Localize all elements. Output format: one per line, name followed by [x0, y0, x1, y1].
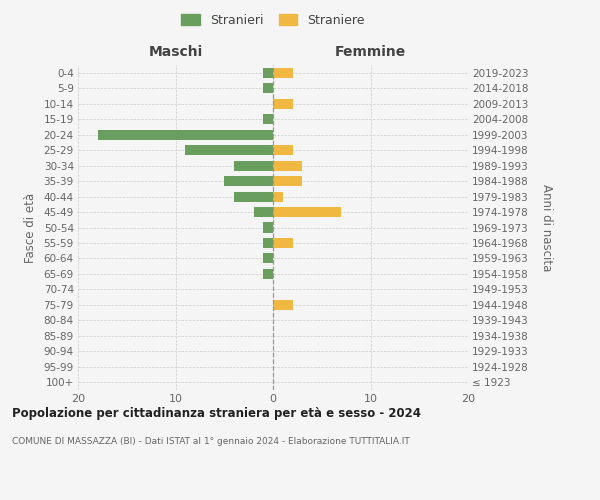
Bar	[263, 68, 273, 78]
Text: Popolazione per cittadinanza straniera per età e sesso - 2024: Popolazione per cittadinanza straniera p…	[12, 408, 421, 420]
Bar	[185, 145, 273, 155]
Bar	[263, 114, 273, 124]
Bar	[273, 192, 283, 202]
Bar	[273, 176, 302, 186]
Text: Femmine: Femmine	[335, 45, 406, 59]
Y-axis label: Fasce di età: Fasce di età	[23, 192, 37, 262]
Bar	[234, 160, 273, 170]
Bar	[273, 98, 293, 108]
Bar	[263, 254, 273, 264]
Bar	[273, 300, 293, 310]
Bar	[254, 207, 273, 217]
Bar	[263, 238, 273, 248]
Text: Maschi: Maschi	[148, 45, 203, 59]
Bar	[263, 222, 273, 232]
Bar	[97, 130, 273, 140]
Bar	[263, 269, 273, 279]
Bar	[273, 160, 302, 170]
Legend: Stranieri, Straniere: Stranieri, Straniere	[176, 8, 370, 32]
Bar	[224, 176, 273, 186]
Bar	[273, 68, 293, 78]
Bar	[273, 207, 341, 217]
Text: COMUNE DI MASSAZZA (BI) - Dati ISTAT al 1° gennaio 2024 - Elaborazione TUTTITALI: COMUNE DI MASSAZZA (BI) - Dati ISTAT al …	[12, 438, 410, 446]
Bar	[273, 145, 293, 155]
Bar	[273, 238, 293, 248]
Bar	[263, 83, 273, 93]
Y-axis label: Anni di nascita: Anni di nascita	[540, 184, 553, 271]
Bar	[234, 192, 273, 202]
